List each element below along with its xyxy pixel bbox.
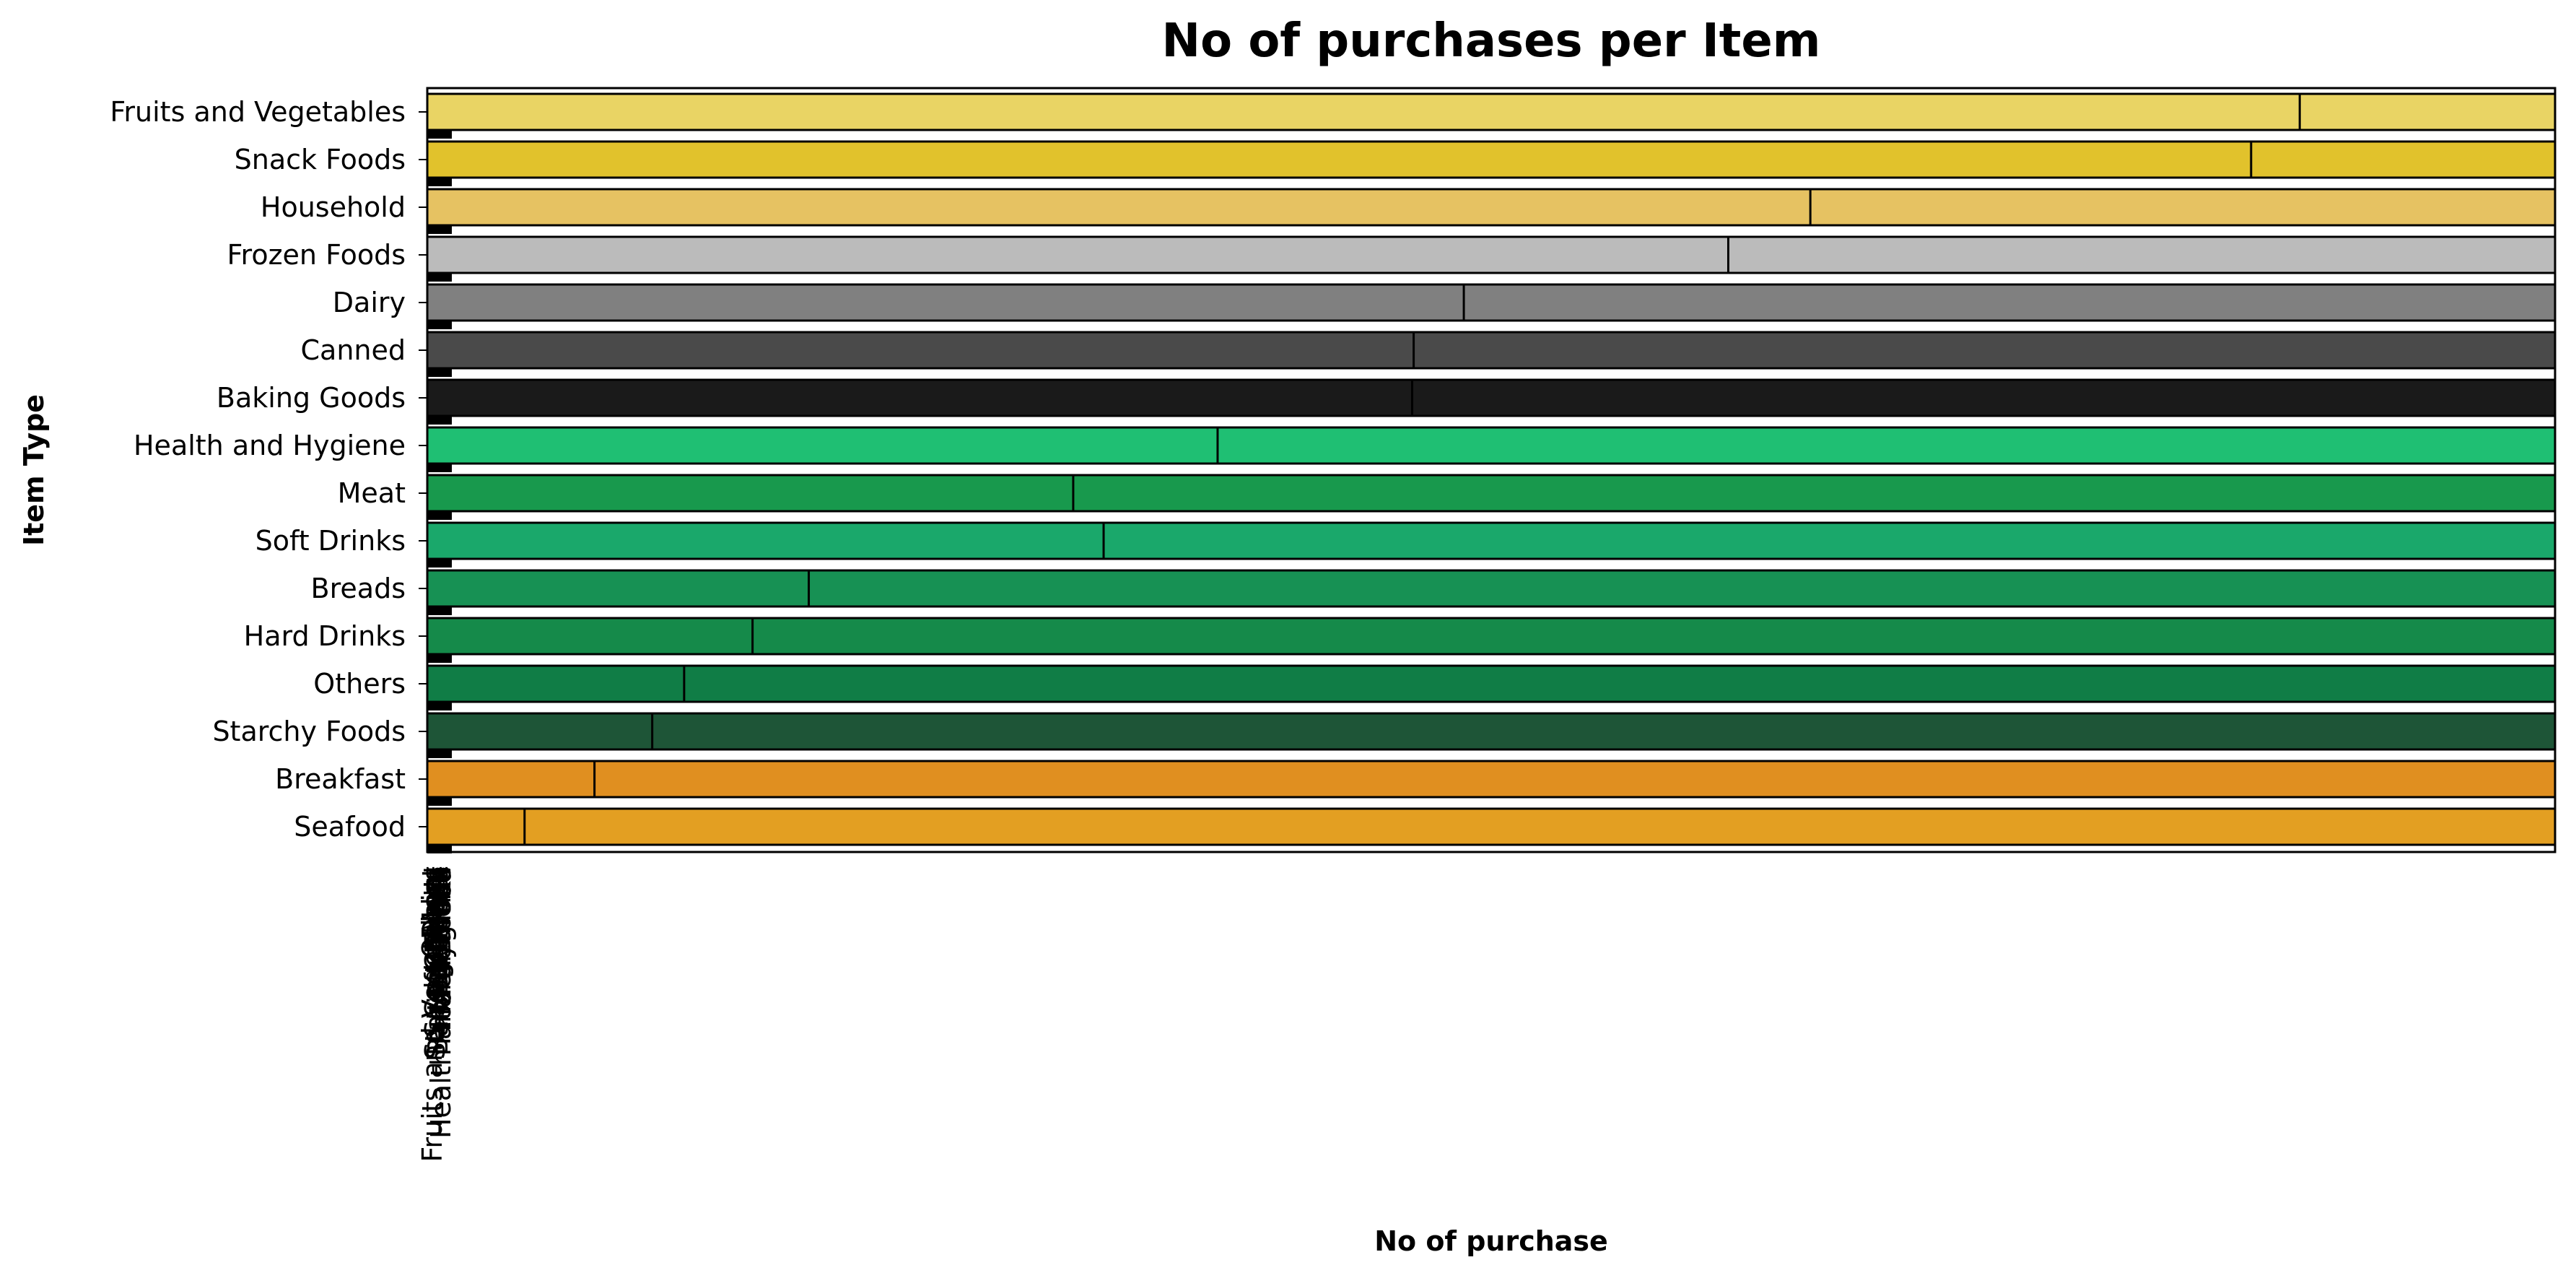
y-tick-label: Health and Hygiene	[134, 430, 406, 461]
bar	[426, 521, 2557, 560]
y-tick-label: Soft Drinks	[256, 525, 406, 557]
y-tick-label: Frozen Foods	[227, 239, 406, 271]
x-tick-label: Canned	[419, 866, 451, 972]
y-tick-label: Fruits and Vegetables	[110, 96, 406, 128]
x-tick-label: Frozen Foods	[425, 866, 457, 1046]
bar	[426, 331, 2557, 370]
y-tick-label: Others	[313, 668, 406, 700]
x-tick-label: Starchy Foods	[419, 866, 451, 1060]
bar	[426, 617, 2557, 656]
x-axis-label: No of purchase	[1374, 1225, 1608, 1257]
x-tick-label: Soft Drinks	[419, 866, 451, 1017]
x-tick-label: Seafood	[425, 866, 457, 978]
bar	[426, 426, 2557, 465]
y-tick-label: Breads	[311, 573, 406, 604]
plot-frame	[426, 87, 2557, 853]
bar	[426, 760, 2557, 799]
y-tick-label: Breakfast	[275, 763, 406, 795]
bar	[426, 140, 2557, 179]
x-tick-label: Fruits and Vegetables	[416, 866, 448, 1162]
x-tick-label: Breakfast	[422, 866, 454, 997]
y-tick-label: Household	[261, 191, 406, 223]
bar	[426, 283, 2557, 322]
bars-layer	[426, 92, 2557, 853]
y-tick-label: Meat	[338, 477, 406, 509]
y-tick-label: Canned	[301, 334, 406, 366]
x-tick-label: Dairy	[416, 866, 448, 939]
y-axis-label: Item Type	[18, 394, 50, 546]
bar	[426, 712, 2557, 751]
x-tick-label: Household	[422, 866, 454, 1012]
x-tick-label: Hard Drinks	[425, 866, 457, 1028]
y-tick-label: Dairy	[333, 287, 406, 318]
bar	[426, 664, 2557, 703]
bar	[426, 807, 2557, 846]
y-tick-labels: Fruits and Vegetables Snack Foods Househol…	[110, 96, 427, 843]
chart-title: No of purchases per Item	[1162, 14, 1821, 68]
bar	[426, 92, 2557, 131]
x-tick-label: Health and Hygiene	[425, 866, 457, 1139]
y-tick-label: Starchy Foods	[212, 716, 406, 747]
y-tick-label: Seafood	[294, 811, 406, 843]
x-tick-label: Snack Foods	[419, 866, 451, 1038]
x-tick-label: Others	[416, 866, 448, 959]
y-tick-label: Snack Foods	[235, 144, 406, 175]
x-tick-label: Breads	[422, 866, 454, 961]
bar	[426, 474, 2557, 513]
bar	[426, 188, 2557, 227]
bar	[426, 378, 2557, 417]
bar	[426, 235, 2557, 274]
y-tick-label: Baking Goods	[217, 382, 406, 414]
x-tick-label: Baking Goods	[422, 866, 454, 1056]
y-tick-label: Hard Drinks	[244, 620, 406, 652]
x-tick-label: Meat	[416, 866, 448, 934]
bar	[426, 569, 2557, 608]
